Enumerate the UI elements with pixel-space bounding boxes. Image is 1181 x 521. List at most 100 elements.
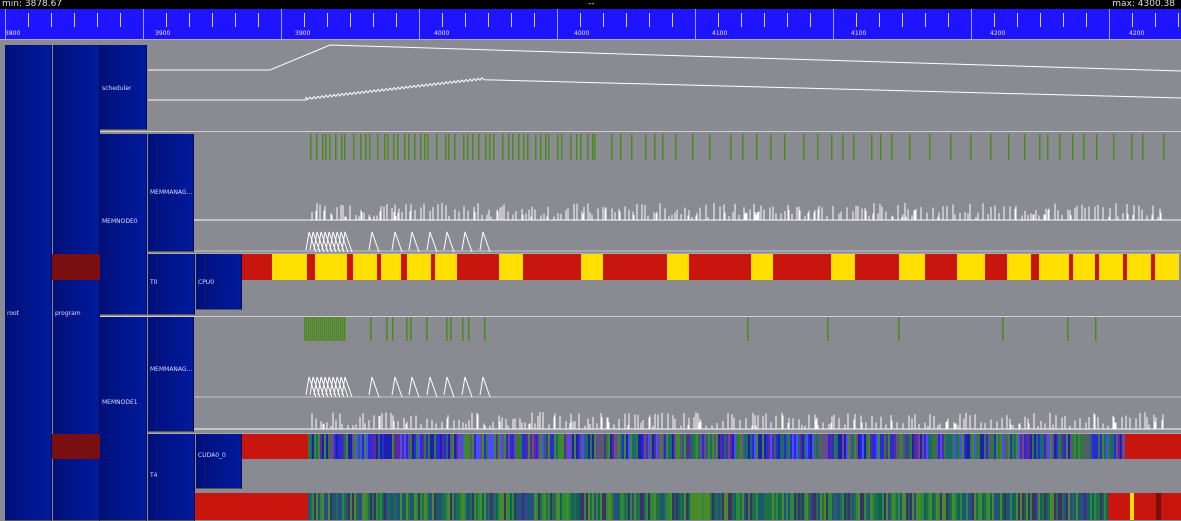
cuda0-task-slice — [884, 434, 886, 459]
memmanager1-event-bar — [1095, 317, 1097, 341]
cuda0-stream-slice — [966, 493, 968, 520]
cuda0-task-slice — [492, 434, 494, 459]
cuda0-stream-slice — [964, 493, 966, 520]
cuda0-task-slice — [962, 434, 964, 459]
cuda0-stream-slice — [564, 493, 566, 520]
min-time-label: min: 3878.67 — [2, 0, 63, 9]
memnode0-node[interactable]: MEMNODE0 — [100, 134, 147, 315]
memnode1-node[interactable]: MEMNODE1 — [100, 317, 147, 521]
memmanager0-trace[interactable] — [194, 134, 1181, 252]
memmanager0-event-bar — [485, 134, 487, 160]
cuda0-task-slice — [560, 434, 562, 459]
cpu0-task-lane[interactable] — [0, 254, 1181, 282]
cuda0-task-slice — [682, 434, 684, 459]
cuda0-stream-slice — [410, 493, 412, 520]
cpu0-node[interactable]: CPU0 — [196, 254, 242, 310]
cuda0-stream-slice — [900, 493, 902, 520]
cuda0-stream-slice — [628, 493, 630, 520]
cuda0-stream-slice — [652, 493, 654, 520]
cuda0-stream-slice — [440, 493, 442, 520]
cuda0-stream-slice — [334, 493, 336, 520]
cuda0-stream-slice — [724, 493, 726, 520]
cuda0-task-slice — [872, 434, 874, 459]
cuda0-task-slice — [1002, 434, 1004, 459]
cuda0-left-strip — [52, 434, 100, 459]
cuda0-task-slice — [826, 434, 828, 459]
cuda0-task-slice — [324, 434, 326, 459]
cuda0-task-slice — [650, 434, 652, 459]
cuda0-task-slice — [1028, 434, 1030, 459]
cuda0-stream-slice — [1004, 493, 1006, 520]
memmanager1-node[interactable]: MEMMANAG... — [148, 317, 194, 432]
memmanager0-event-bar — [325, 134, 327, 160]
cuda0-tail-block — [1125, 434, 1181, 459]
cuda0-task-slice — [642, 434, 644, 459]
time-ruler[interactable]: 3800 3900 3900 4000 4000 4100 4100 4200 … — [0, 9, 1181, 40]
cuda0-stream-slice — [962, 493, 964, 520]
cuda0-task-slice — [954, 434, 956, 459]
cuda0-task-slice — [536, 434, 538, 459]
scheduler-trace[interactable] — [148, 40, 1181, 130]
cpu0-task-red — [689, 254, 751, 280]
cuda0-task-slice — [896, 434, 898, 459]
memmanager0-event-bar — [310, 134, 312, 160]
memmanager0-node[interactable]: MEMMANAG... — [148, 134, 194, 252]
cpu0-task-red — [377, 254, 381, 280]
t4-node[interactable]: T4 — [148, 434, 195, 521]
cuda0-task-slice — [844, 434, 846, 459]
memmanager0-event-bar — [397, 134, 399, 160]
cuda0-task-lane[interactable] — [0, 434, 1181, 521]
ruler-tick — [557, 9, 558, 39]
scheduler-node[interactable]: scheduler — [100, 45, 147, 130]
cuda0-node[interactable]: CUDA0_0 — [196, 434, 242, 489]
cuda0-task-slice — [498, 434, 500, 459]
cuda0-stream-slice — [838, 493, 840, 520]
cpu0-task-yellow — [1155, 254, 1179, 280]
cuda0-stream-slice — [384, 493, 386, 520]
cuda0-stream-slice — [930, 493, 932, 520]
cuda0-task-slice — [808, 434, 810, 459]
cuda0-stream-slice — [958, 493, 960, 520]
cuda0-stream-slice — [1098, 493, 1100, 520]
cuda0-stream-slice — [360, 493, 362, 520]
cuda0-task-slice — [648, 434, 650, 459]
cuda0-stream-slice — [996, 493, 998, 520]
cuda0-task-slice — [804, 434, 806, 459]
cuda0-task-slice — [676, 434, 678, 459]
cuda0-stream-slice — [608, 493, 610, 520]
cuda0-task-slice — [1042, 434, 1044, 459]
cuda0-task-slice — [412, 434, 414, 459]
cuda0-task-slice — [654, 434, 656, 459]
cuda0-stream-slice — [782, 493, 784, 520]
cuda0-stream-slice — [1018, 493, 1020, 520]
cuda0-stream-slice — [802, 493, 804, 520]
cuda0-task-slice — [996, 434, 998, 459]
cuda0-stream-slice — [616, 493, 618, 520]
cuda0-task-slice — [588, 434, 590, 459]
cuda0-stream-slice — [1088, 493, 1090, 520]
cuda0-stream-slice — [506, 493, 508, 520]
cuda0-task-slice — [926, 434, 928, 459]
cuda0-task-slice — [836, 434, 838, 459]
cuda0-task-slice — [1108, 434, 1110, 459]
cuda0-task-slice — [988, 434, 990, 459]
cuda0-task-slice — [772, 434, 774, 459]
t0-node[interactable]: T0 — [148, 254, 195, 315]
cuda0-stream-slice — [542, 493, 544, 520]
memmanager1-event-bar — [312, 317, 314, 341]
memmanager0-event-bar — [990, 134, 992, 160]
cuda0-stream-slice — [1002, 493, 1004, 520]
memmanager0-sawtooth — [341, 231, 353, 252]
cuda0-stream-slice — [1052, 493, 1054, 520]
root-node[interactable]: root — [5, 45, 52, 521]
memmanager0-sawtooth — [321, 231, 333, 252]
cuda0-stream-slice — [438, 493, 440, 520]
memmanager0-event-bar — [472, 134, 474, 160]
cuda0-task-slice — [818, 434, 820, 459]
cuda0-stream-slice — [404, 493, 406, 520]
memmanager0-event-bar — [611, 134, 613, 160]
cuda0-task-slice — [326, 434, 328, 459]
cuda0-stream-slice — [458, 493, 460, 520]
cuda0-stream-slice — [518, 493, 520, 520]
memmanager1-trace[interactable] — [194, 317, 1181, 432]
